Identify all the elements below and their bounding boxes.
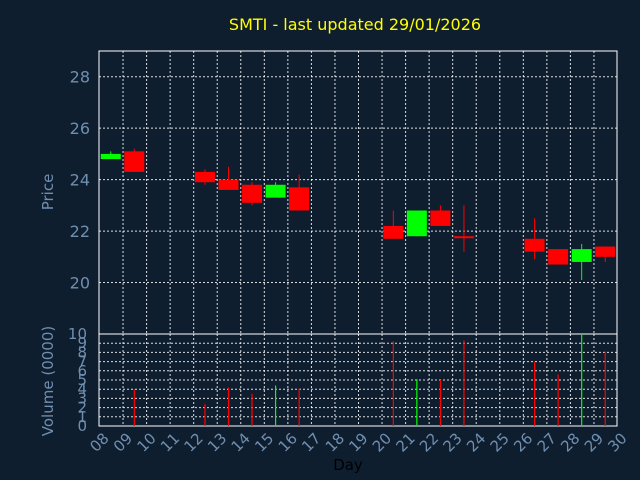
day-tick-label: 30 bbox=[604, 429, 630, 455]
day-tick-label: 09 bbox=[110, 429, 136, 455]
candle-29 bbox=[595, 246, 616, 262]
candle-body bbox=[218, 179, 239, 190]
price-tick-label: 28 bbox=[70, 68, 90, 87]
day-tick-label: 08 bbox=[86, 429, 112, 455]
day-tick-label: 10 bbox=[133, 429, 159, 455]
day-tick-label: 17 bbox=[298, 429, 324, 455]
candle-27 bbox=[548, 249, 569, 265]
day-tick-label: 12 bbox=[181, 429, 207, 455]
candle-26 bbox=[524, 218, 545, 260]
candle-body bbox=[571, 249, 592, 262]
day-tick-label: 11 bbox=[157, 429, 183, 455]
candle-body bbox=[265, 184, 286, 198]
price-y-ticks: 20 22 24 26 28 bbox=[70, 68, 90, 293]
candle-20 bbox=[383, 210, 404, 239]
candle-14 bbox=[242, 182, 263, 206]
day-tick-label: 13 bbox=[204, 429, 230, 455]
volume-tick-label: 7 bbox=[77, 353, 87, 371]
day-tick-label: 28 bbox=[557, 429, 583, 455]
price-grid bbox=[99, 51, 617, 334]
volume-tick-label: 9 bbox=[77, 334, 87, 352]
candle-23 bbox=[453, 205, 474, 252]
day-tick-label: 19 bbox=[345, 429, 371, 455]
price-axis-label: Price bbox=[39, 174, 57, 211]
volume-grid bbox=[99, 333, 617, 427]
candle-body bbox=[453, 236, 474, 239]
volume-tick-label: 0 bbox=[77, 417, 87, 435]
candles bbox=[100, 148, 616, 280]
price-tick-label: 20 bbox=[70, 274, 90, 293]
day-tick-label: 26 bbox=[510, 429, 536, 455]
volume-tick-label: 1 bbox=[77, 408, 87, 426]
volume-bars bbox=[133, 334, 606, 426]
candle-22 bbox=[430, 205, 451, 226]
candle-body bbox=[524, 238, 545, 252]
day-tick-label: 14 bbox=[228, 429, 254, 455]
candle-body bbox=[242, 184, 263, 203]
candle-15 bbox=[265, 182, 286, 198]
volume-axis-label: Volume (0000) bbox=[39, 326, 57, 436]
day-tick-label: 18 bbox=[322, 429, 348, 455]
candle-body bbox=[124, 151, 145, 172]
candle-body bbox=[406, 210, 427, 237]
chart-title: SMTI - last updated 29/01/2026 bbox=[229, 15, 481, 34]
candle-body bbox=[548, 249, 569, 265]
candle-16 bbox=[289, 174, 310, 211]
candle-body bbox=[383, 225, 404, 239]
day-tick-label: 15 bbox=[251, 429, 277, 455]
candle-21 bbox=[406, 210, 427, 237]
price-tick-label: 26 bbox=[70, 119, 90, 138]
candle-12 bbox=[194, 169, 215, 185]
day-tick-label: 25 bbox=[487, 429, 513, 455]
volume-tick-label: 3 bbox=[77, 389, 87, 407]
day-tick-label: 21 bbox=[392, 429, 418, 455]
candle-body bbox=[194, 171, 215, 183]
day-tick-label: 27 bbox=[534, 429, 560, 455]
candle-13 bbox=[218, 166, 239, 190]
day-x-ticks: 0809101112131415161718192021222324252627… bbox=[86, 429, 630, 455]
candle-28 bbox=[571, 243, 592, 280]
volume-tick-label: 6 bbox=[77, 362, 87, 380]
day-tick-label: 29 bbox=[581, 429, 607, 455]
volume-tick-label: 10 bbox=[68, 325, 87, 343]
day-tick-label: 20 bbox=[369, 429, 395, 455]
day-tick-label: 22 bbox=[416, 429, 442, 455]
day-tick-label: 23 bbox=[440, 429, 466, 455]
day-tick-label: 16 bbox=[275, 429, 301, 455]
candle-08 bbox=[100, 151, 121, 160]
candle-09 bbox=[124, 148, 145, 172]
candle-body bbox=[595, 246, 616, 257]
day-tick-label: 24 bbox=[463, 429, 489, 455]
candle-body bbox=[100, 153, 121, 160]
volume-tick-label: 8 bbox=[77, 343, 87, 361]
price-tick-label: 24 bbox=[70, 171, 90, 190]
day-axis-label: Day bbox=[333, 456, 363, 474]
volume-tick-label: 5 bbox=[77, 371, 87, 389]
volume-tick-label: 4 bbox=[77, 380, 87, 398]
price-tick-label: 22 bbox=[70, 222, 90, 241]
candle-body bbox=[430, 210, 451, 226]
candle-body bbox=[289, 187, 310, 211]
volume-tick-label: 2 bbox=[77, 399, 87, 417]
